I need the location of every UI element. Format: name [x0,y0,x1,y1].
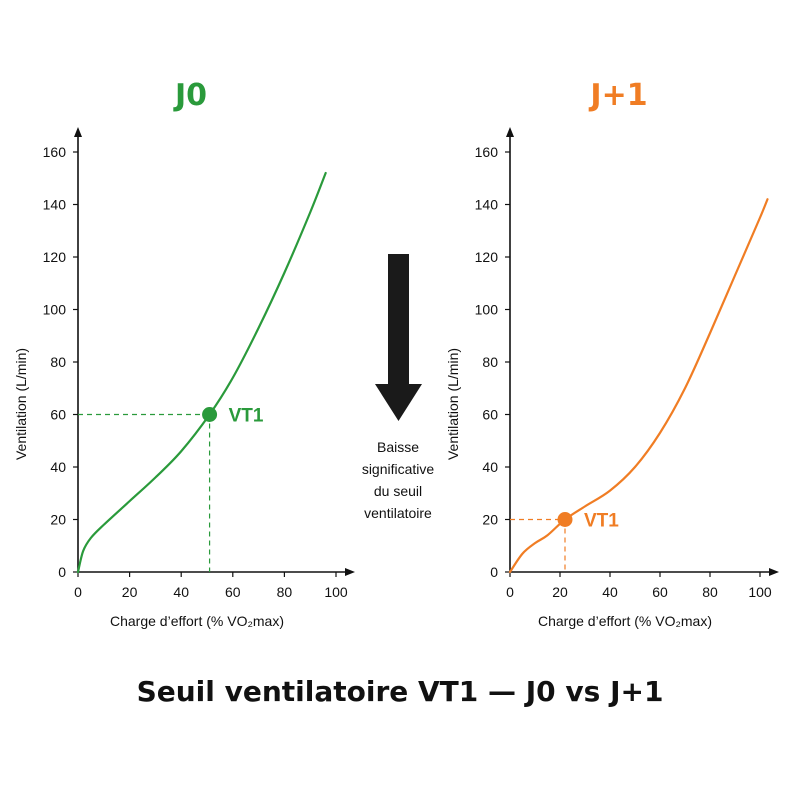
x-tick-label: 0 [506,584,514,600]
x-tick-label: 20 [122,584,138,600]
y-tick-label: 160 [475,144,499,160]
x-axis-label: Charge d’effort (% VO₂max) [110,613,284,629]
vt1-label-j1: VT1 [584,511,619,532]
annotation-line: Baisse [377,439,419,455]
y-axis-label: Ventilation (L/min) [445,348,461,460]
x-tick-label: 60 [225,584,241,600]
decrease-annotation: Baisse significative du seuil ventilatoi… [362,254,435,521]
x-tick-label: 40 [173,584,189,600]
ventilation-curve-j1 [508,198,769,574]
x-axis-label: Charge d’effort (% VO₂max) [538,613,712,629]
y-tick-label: 160 [43,144,67,160]
y-tick-label: 60 [482,407,498,423]
figure-title: Seuil ventilatoire VT1 — J0 vs J+1 [136,675,664,708]
panel-title: J+1 [588,78,647,113]
x-tick-label: 60 [652,584,668,600]
y-tick-label: 40 [50,459,66,475]
x-tick-label: 0 [74,584,82,600]
vt1-label-j0: VT1 [229,406,264,427]
y-tick-label: 80 [482,354,498,370]
y-tick-label: 120 [475,249,499,265]
chart-panel-j0: J0 0 20 40 60 80 100 120 140 160 0 20 40 60 80 100 Charg… [13,78,355,629]
y-tick-label: 140 [475,197,499,213]
y-tick-label: 80 [50,354,66,370]
x-tick-label: 40 [602,584,618,600]
vt1-point-j1 [557,512,573,527]
down-arrow-icon [375,254,422,421]
x-tick-label: 80 [277,584,293,600]
y-tick-label: 20 [50,512,66,528]
x-tick-label: 20 [552,584,568,600]
x-tick-label: 80 [702,584,718,600]
y-tick-label: 40 [482,459,498,475]
y-tick-label: 120 [43,249,67,265]
chart-panel-j1: J+1 0 20 40 60 80 100 120 140 160 0 20 40 60 80 100 Char… [445,78,779,629]
y-tick-label: 60 [50,407,66,423]
y-tick-label: 140 [43,197,67,213]
x-tick-label: 100 [324,584,348,600]
y-tick-label: 0 [490,564,498,580]
annotation-line: significative [362,461,435,477]
y-tick-label: 100 [43,302,67,318]
panel-title: J0 [173,78,207,113]
annotation-line: du seuil [374,483,422,499]
y-tick-label: 0 [58,564,66,580]
vt1-point-j0 [202,407,218,422]
y-axis-label: Ventilation (L/min) [13,348,29,460]
y-tick-label: 20 [482,512,498,528]
annotation-line: ventilatoire [364,505,432,521]
y-tick-label: 100 [475,302,499,318]
ventilation-curve-j0 [76,171,327,574]
x-tick-label: 100 [748,584,772,600]
